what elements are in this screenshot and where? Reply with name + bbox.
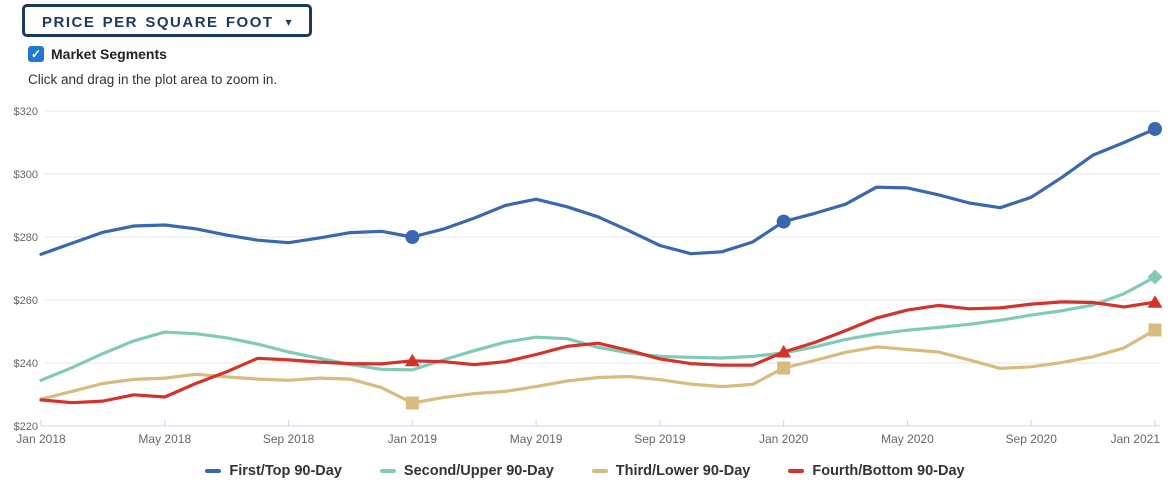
x-axis-label: May 2018 xyxy=(138,432,191,446)
y-axis-label: $240 xyxy=(14,358,38,370)
market-segments-checkbox[interactable]: ✓ xyxy=(28,46,44,62)
y-axis-label: $300 xyxy=(14,169,38,181)
x-axis-label: Sep 2018 xyxy=(263,432,315,446)
x-axis-label: Sep 2020 xyxy=(1006,432,1058,446)
x-axis-label: Sep 2019 xyxy=(634,432,686,446)
series-line-second-upper-90-day xyxy=(39,275,1157,382)
series-line-fourth-bottom-90-day xyxy=(39,300,1157,405)
legend-swatch xyxy=(788,469,805,473)
legend-swatch xyxy=(379,469,396,473)
x-axis-label: Jan 2019 xyxy=(388,432,438,446)
legend-swatch xyxy=(591,469,608,473)
zoom-instruction-text: Click and drag in the plot area to zoom … xyxy=(28,72,278,87)
chart-legend: First/Top 90-Day Second/Upper 90-Day Third… xyxy=(0,459,1170,483)
y-axis-label: $280 xyxy=(14,232,38,244)
dropdown-label: Price Per Square Foot xyxy=(42,9,274,32)
market-segments-label: Market Segments xyxy=(51,46,167,62)
chevron-down-icon: ▾ xyxy=(285,14,292,29)
series-marker-first-top-90-day xyxy=(405,230,420,244)
series-marker-fourth-bottom-90-day xyxy=(1147,295,1163,308)
x-axis-label: Jan 2021 xyxy=(1111,432,1161,446)
series-marker-first-top-90-day xyxy=(776,214,791,229)
legend-label: First/Top 90-Day xyxy=(229,463,342,479)
legend-label: Second/Upper 90-Day xyxy=(403,463,554,479)
check-icon: ✓ xyxy=(30,47,42,61)
market-segments-row: ✓ Market Segments xyxy=(28,46,167,62)
legend-item-third-lower-90-day[interactable]: Third/Lower 90-Day xyxy=(591,463,751,479)
x-axis-label: May 2020 xyxy=(881,432,934,446)
series-marker-third-lower-90-day xyxy=(777,361,791,375)
y-axis-label: $260 xyxy=(14,295,38,307)
y-axis-label: $220 xyxy=(14,421,38,433)
legend-item-second-upper-90-day[interactable]: Second/Upper 90-Day xyxy=(379,463,554,479)
series-marker-fourth-bottom-90-day xyxy=(404,353,420,367)
x-axis-label: Jan 2018 xyxy=(16,432,66,446)
series-marker-fourth-bottom-90-day xyxy=(776,344,792,358)
legend-item-fourth-bottom-90-day[interactable]: Fourth/Bottom 90-Day xyxy=(788,463,965,479)
series-marker-third-lower-90-day xyxy=(1148,323,1162,337)
legend-swatch xyxy=(205,469,222,473)
series-marker-third-lower-90-day xyxy=(405,396,419,410)
x-axis-label: Jan 2020 xyxy=(759,432,809,446)
series-marker-first-top-90-day xyxy=(1148,121,1162,136)
series-line-first-top-90-day xyxy=(39,127,1157,256)
legend-item-first-top-90-day[interactable]: First/Top 90-Day xyxy=(205,463,342,479)
series-marker-second-upper-90-day xyxy=(1147,269,1163,285)
y-axis-label: $320 xyxy=(14,106,38,118)
x-axis-label: May 2019 xyxy=(510,432,563,446)
price-per-square-foot-dropdown[interactable]: Price Per Square Foot ▾ xyxy=(22,4,312,37)
legend-label: Third/Lower 90-Day xyxy=(615,463,751,479)
series-line-third-lower-90-day xyxy=(39,328,1157,405)
legend-label: Fourth/Bottom 90-Day xyxy=(812,463,965,479)
